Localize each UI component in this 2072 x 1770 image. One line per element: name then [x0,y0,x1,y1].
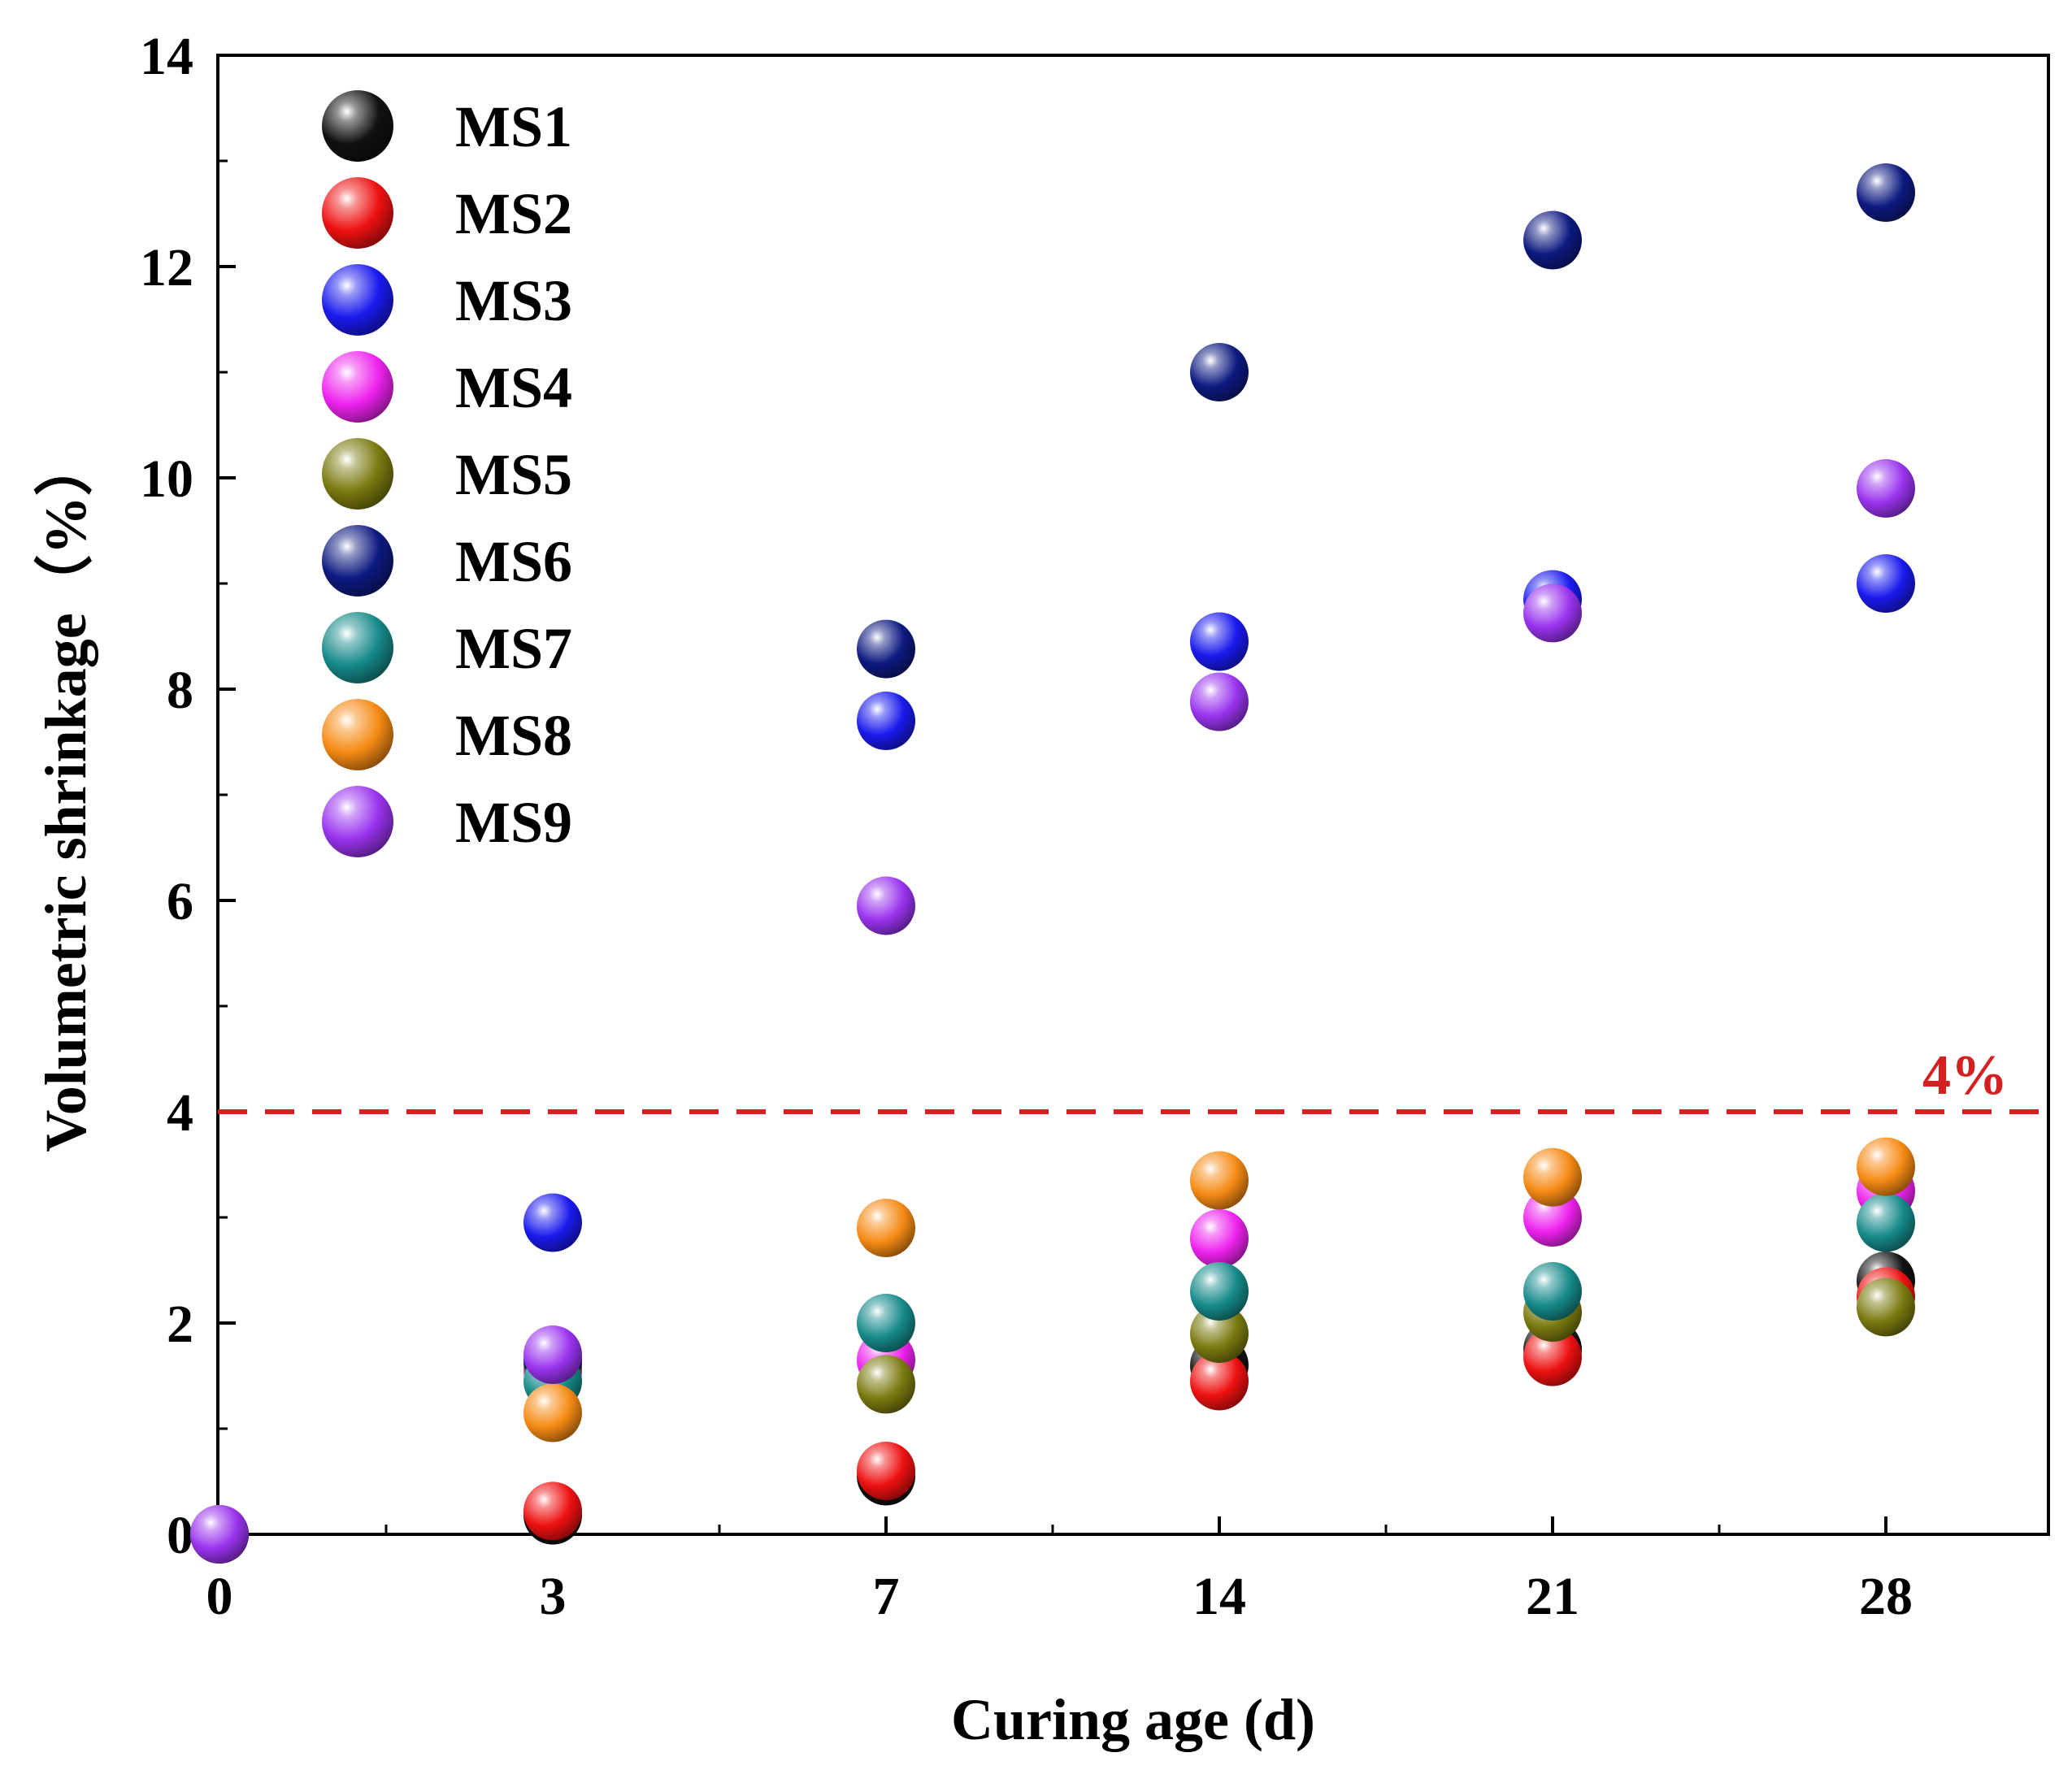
x-tick-label: 3 [540,1567,567,1626]
x-tick-label: 0 [206,1567,233,1626]
legend-label-ms3: MS3 [455,268,572,333]
reference-line-group: 4% [218,1044,2048,1114]
x-tick-label: 28 [1859,1567,1913,1626]
point-ms3 [857,692,915,750]
y-tick-label: 0 [167,1506,193,1565]
legend-label-ms7: MS7 [455,616,572,681]
point-ms6 [1857,163,1915,222]
point-ms9 [1190,672,1249,731]
y-tick-label: 8 [167,661,193,720]
legend-marker-ms2 [322,177,393,249]
point-ms7 [1857,1193,1915,1252]
point-ms4 [1190,1209,1249,1268]
point-ms8 [857,1199,915,1257]
y-tick-label: 10 [140,449,193,509]
point-ms8 [1857,1137,1915,1196]
y-axis-title: Volumetric shrinkage（%） [33,437,98,1152]
point-ms9 [523,1325,582,1384]
legend-marker-ms7 [322,612,393,683]
point-ms3 [1190,612,1249,671]
y-tick-label: 4 [167,1083,193,1143]
legend-marker-ms5 [322,438,393,510]
legend: MS1 MS2 MS3 MS4 MS5 MS6 MS7 MS8 MS9 [322,90,572,857]
y-tick-label: 14 [140,27,193,86]
point-ms3 [1857,554,1915,613]
point-ms2 [1190,1351,1249,1411]
legend-marker-ms3 [322,264,393,336]
point-ms8 [1523,1147,1582,1207]
point-ms3 [523,1193,582,1252]
point-ms5 [1190,1304,1249,1363]
point-ms9 [1523,583,1582,643]
point-ms7 [857,1294,915,1352]
point-ms8 [523,1383,582,1442]
legend-marker-ms8 [322,699,393,770]
x-axis-title: Curing age (d) [951,1687,1315,1752]
legend-label-ms4: MS4 [455,355,572,420]
y-tick-label: 12 [140,238,193,297]
legend-label-ms8: MS8 [455,703,572,768]
legend-label-ms5: MS5 [455,442,572,507]
point-ms7 [1190,1262,1249,1321]
legend-marker-ms6 [322,525,393,597]
point-ms8 [1190,1151,1249,1210]
legend-marker-ms1 [322,90,393,162]
y-tick-label: 2 [167,1295,193,1354]
legend-label-ms2: MS2 [455,181,572,246]
point-ms9 [190,1505,249,1564]
x-tick-label: 14 [1192,1567,1246,1626]
reference-line-label: 4% [1922,1044,2008,1107]
legend-marker-ms9 [322,786,393,857]
legend-marker-ms4 [322,351,393,423]
point-ms6 [1523,210,1582,270]
axes: 0 2 4 6 8 10 12 14 0 3 7 14 21 28 [140,27,2050,1626]
point-ms9 [857,876,915,935]
point-ms4 [1523,1188,1582,1247]
x-tick-label: 21 [1526,1567,1579,1626]
point-ms5 [1857,1278,1915,1337]
point-ms2 [523,1482,582,1541]
x-tick-label: 7 [873,1567,900,1626]
legend-label-ms9: MS9 [455,790,572,855]
point-ms9 [1857,459,1915,518]
data-points [190,163,1915,1564]
point-ms6 [857,619,915,679]
point-ms5 [857,1355,915,1414]
legend-label-ms6: MS6 [455,529,572,594]
point-ms2 [1523,1327,1582,1386]
point-ms7 [1523,1262,1582,1321]
y-tick-label: 6 [167,872,193,931]
legend-label-ms1: MS1 [455,94,572,159]
point-ms6 [1190,343,1249,401]
point-ms2 [857,1442,915,1500]
